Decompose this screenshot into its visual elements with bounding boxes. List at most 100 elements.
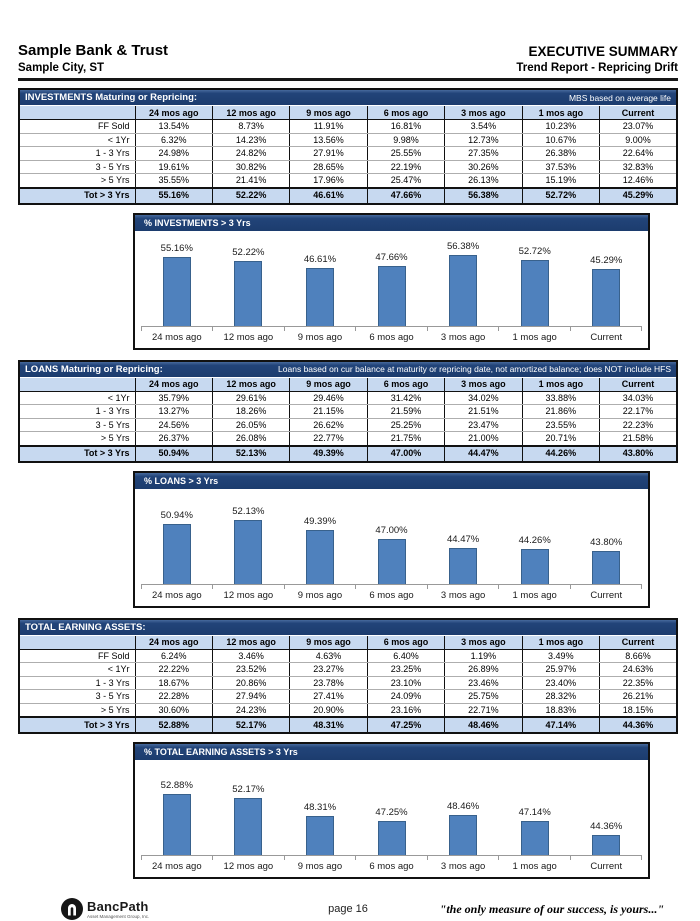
total-value-cell: 52.72% bbox=[521, 186, 601, 204]
row-label: FF Sold bbox=[18, 119, 136, 134]
chart-bar bbox=[305, 816, 334, 855]
value-cell: 34.02% bbox=[444, 390, 523, 405]
bar-data-label: 46.61% bbox=[303, 253, 337, 265]
value-cell: 15.19% bbox=[521, 173, 601, 188]
value-cell: 13.56% bbox=[289, 132, 368, 147]
value-cell: 23.47% bbox=[444, 417, 523, 432]
column-header: 3 mos ago bbox=[444, 105, 523, 120]
column-header: 6 mos ago bbox=[366, 376, 446, 392]
axis-tick bbox=[640, 584, 642, 589]
value-cell: 25.47% bbox=[366, 173, 446, 188]
value-cell: 30.82% bbox=[211, 159, 291, 174]
row-label: FF Sold bbox=[18, 648, 136, 663]
chart-x-labels: 24 mos ago 12 mos ago 9 mos ago 6 mos ago 3 … bbox=[135, 331, 648, 348]
bank-location: Sample City, ST bbox=[18, 62, 105, 74]
value-cell: 37.53% bbox=[521, 159, 601, 174]
x-axis-label: 24 mos ago bbox=[151, 589, 202, 601]
chart-x-axis bbox=[141, 583, 642, 589]
loans-table: LOANS Maturing or Repricing: Loans based … bbox=[18, 359, 678, 463]
chart-plot-area: 50.94% 52.13% 49.39% 47.00% 44.47% 44.26% 43.8… bbox=[135, 490, 648, 584]
bank-name: Sample Bank & Trust bbox=[18, 42, 169, 59]
bar-data-label: 44.26% bbox=[518, 534, 551, 546]
total-value-cell: 52.88% bbox=[134, 716, 213, 733]
footer-logo-subtext: Asset Management Group, Inc. bbox=[87, 914, 150, 919]
row-label: 1 - 3 Yrs bbox=[18, 146, 136, 161]
total-value-cell: 46.61% bbox=[289, 186, 368, 204]
value-cell: 26.89% bbox=[444, 662, 523, 677]
chart-bar bbox=[449, 254, 478, 326]
row-label: > 5 Yrs bbox=[18, 431, 136, 446]
chart-bar-slot: 48.31% bbox=[284, 802, 356, 855]
axis-tick bbox=[640, 856, 642, 860]
value-cell: 3.49% bbox=[521, 648, 601, 663]
chart-bar-slot: 47.14% bbox=[499, 807, 571, 855]
axis-tick bbox=[569, 584, 571, 589]
value-cell: 28.65% bbox=[289, 159, 368, 174]
row-label: 3 - 5 Yrs bbox=[18, 417, 136, 432]
value-cell: 9.00% bbox=[599, 132, 678, 147]
bar-data-label: 45.29% bbox=[590, 254, 623, 266]
value-cell: 26.38% bbox=[521, 146, 601, 161]
axis-tick bbox=[426, 856, 428, 860]
total-value-cell: 55.16% bbox=[134, 186, 213, 204]
axis-tick bbox=[569, 326, 571, 331]
chart-bar bbox=[377, 821, 406, 855]
value-cell: 11.91% bbox=[289, 119, 368, 134]
axis-tick bbox=[283, 584, 285, 589]
report-sections: INVESTMENTS Maturing or Repricing: MBS ba… bbox=[18, 88, 678, 879]
row-label: < 1Yr bbox=[18, 390, 136, 405]
column-header: 1 mos ago bbox=[521, 376, 601, 392]
chart-bar-slot: 45.29% bbox=[570, 255, 642, 326]
value-cell: 23.25% bbox=[366, 662, 446, 677]
table-row: < 1Yr 22.22% 23.52% 23.27% 23.25% 26.89% 25.97… bbox=[18, 662, 678, 677]
value-cell: 25.55% bbox=[366, 146, 446, 161]
chart-bar bbox=[305, 267, 334, 326]
chart-x-axis bbox=[141, 855, 642, 860]
total-value-cell: 43.80% bbox=[599, 444, 678, 462]
value-cell: 3.46% bbox=[211, 648, 291, 663]
total-value-cell: 44.36% bbox=[599, 716, 678, 733]
table-title-bar: TOTAL EARNING ASSETS: bbox=[19, 618, 677, 636]
value-cell: 6.32% bbox=[134, 132, 213, 147]
value-cell: 21.58% bbox=[599, 431, 678, 446]
table-note: MBS based on average life bbox=[568, 92, 671, 103]
column-header: Current bbox=[599, 634, 678, 650]
value-cell: 27.91% bbox=[289, 146, 368, 161]
table-row: 3 - 5 Yrs 19.61% 30.82% 28.65% 22.19% 30.26% 3… bbox=[18, 159, 678, 174]
chart-bar-slot: 56.38% bbox=[427, 241, 499, 326]
axis-tick bbox=[498, 326, 500, 331]
chart-bar-slot: 52.17% bbox=[213, 784, 285, 855]
chart-bar-slot: 48.46% bbox=[427, 801, 499, 855]
chart-bar bbox=[305, 529, 334, 584]
bar-data-label: 52.88% bbox=[160, 780, 193, 791]
page-header: Sample Bank & Trust Sample City, ST EXEC… bbox=[18, 0, 678, 81]
axis-tick bbox=[355, 584, 357, 589]
total-value-cell: 48.31% bbox=[289, 716, 368, 733]
axis-tick bbox=[141, 326, 142, 331]
value-cell: 13.27% bbox=[134, 404, 213, 419]
chart-bar bbox=[449, 815, 478, 855]
value-cell: 35.55% bbox=[134, 173, 213, 188]
table-title: INVESTMENTS Maturing or Repricing: bbox=[25, 92, 198, 103]
total-value-cell: 52.13% bbox=[211, 444, 291, 462]
x-axis-label: 6 mos ago bbox=[369, 331, 414, 343]
x-axis-label: 6 mos ago bbox=[369, 861, 414, 872]
value-cell: 23.52% bbox=[211, 662, 291, 677]
value-cell: 26.37% bbox=[134, 431, 213, 446]
total-value-cell: 52.17% bbox=[211, 716, 291, 733]
value-cell: 22.19% bbox=[366, 159, 446, 174]
table-row: 3 - 5 Yrs 22.28% 27.94% 27.41% 24.09% 25.75% 2… bbox=[18, 689, 678, 704]
axis-tick bbox=[355, 856, 357, 860]
value-cell: 21.51% bbox=[444, 404, 523, 419]
row-label-header bbox=[18, 634, 136, 650]
chart-x-labels: 24 mos ago 12 mos ago 9 mos ago 6 mos ago 3 … bbox=[135, 589, 648, 606]
value-cell: 10.23% bbox=[521, 119, 601, 134]
chart-bar bbox=[234, 798, 263, 855]
axis-tick bbox=[141, 856, 142, 860]
x-axis-label: 24 mos ago bbox=[151, 861, 202, 872]
table-row: > 5 Yrs 35.55% 21.41% 17.96% 25.47% 26.13% 15.… bbox=[18, 173, 678, 188]
value-cell: 22.17% bbox=[599, 404, 678, 419]
value-cell: 12.73% bbox=[444, 132, 523, 147]
chart-bar bbox=[162, 256, 191, 326]
chart-bar bbox=[449, 547, 478, 584]
